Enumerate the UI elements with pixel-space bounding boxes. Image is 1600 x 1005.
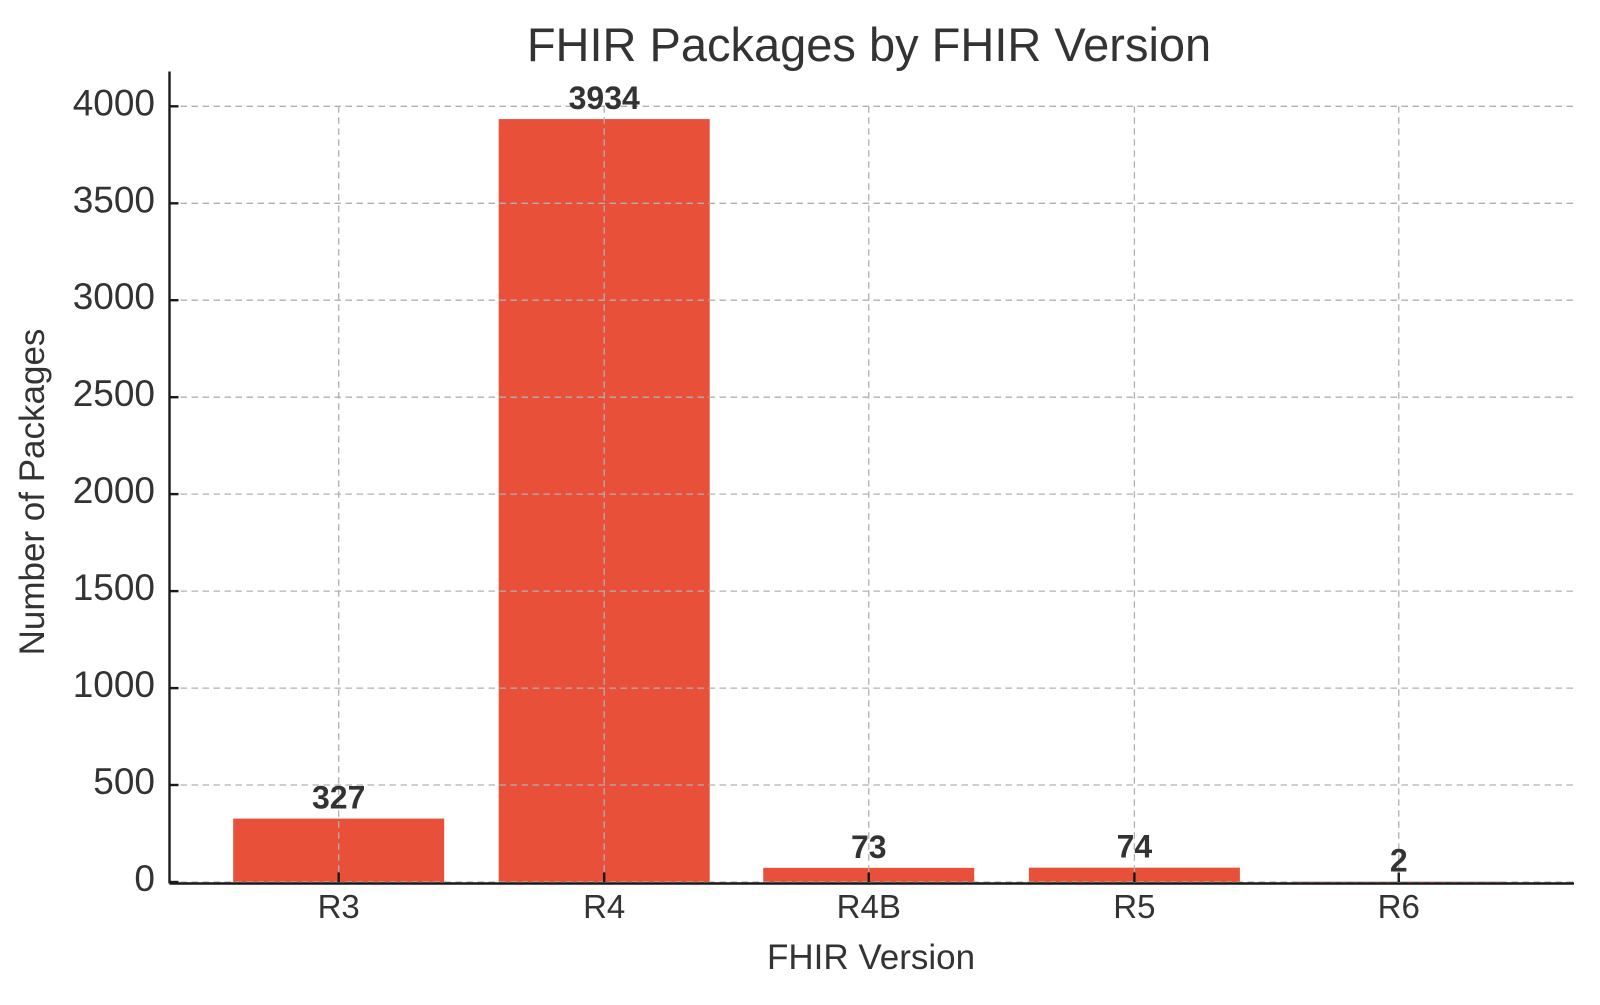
svg-text:R4: R4 bbox=[583, 888, 625, 925]
svg-text:3500: 3500 bbox=[73, 179, 155, 220]
svg-text:327: 327 bbox=[312, 780, 365, 816]
svg-text:2000: 2000 bbox=[73, 470, 155, 511]
svg-text:74: 74 bbox=[1117, 829, 1153, 865]
svg-text:R3: R3 bbox=[318, 888, 360, 925]
svg-text:R5: R5 bbox=[1113, 888, 1155, 925]
svg-text:2500: 2500 bbox=[73, 373, 155, 414]
svg-text:3000: 3000 bbox=[73, 276, 155, 317]
svg-text:FHIR Version: FHIR Version bbox=[767, 938, 975, 977]
svg-text:R4B: R4B bbox=[837, 888, 901, 925]
svg-text:1000: 1000 bbox=[73, 664, 155, 705]
svg-text:73: 73 bbox=[851, 829, 887, 865]
svg-text:500: 500 bbox=[93, 761, 155, 802]
svg-text:4000: 4000 bbox=[73, 82, 155, 123]
svg-text:Number of Packages: Number of Packages bbox=[13, 329, 52, 656]
svg-text:R6: R6 bbox=[1378, 888, 1420, 925]
svg-text:FHIR Packages by FHIR Version: FHIR Packages by FHIR Version bbox=[527, 18, 1211, 71]
svg-text:1500: 1500 bbox=[73, 567, 155, 608]
svg-text:3934: 3934 bbox=[569, 80, 640, 116]
svg-text:0: 0 bbox=[134, 858, 155, 899]
